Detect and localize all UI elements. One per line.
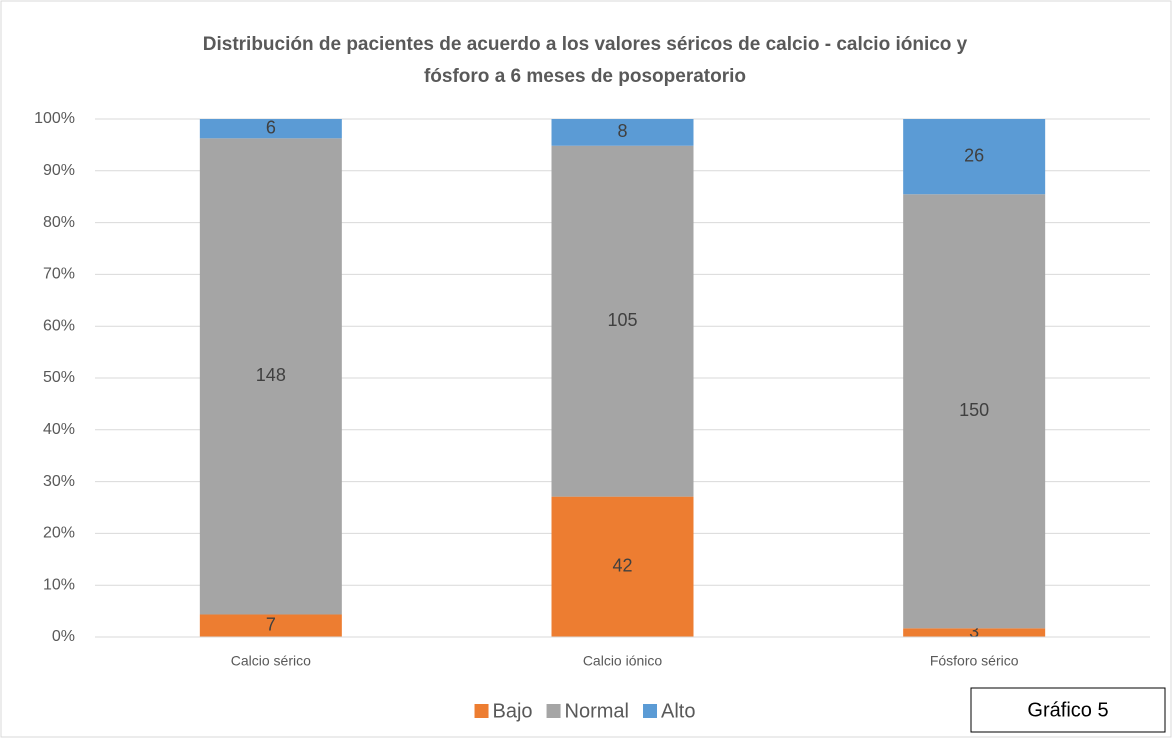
data-label: 148	[256, 365, 286, 385]
legend-label: Alto	[661, 700, 695, 722]
data-label: 6	[266, 117, 276, 137]
y-tick-label: 20%	[43, 525, 75, 542]
y-tick-label: 30%	[43, 473, 75, 490]
chart-title: Distribución de pacientes de acuerdo a l…	[203, 34, 968, 55]
y-tick-label: 60%	[43, 317, 75, 334]
data-label: 150	[959, 400, 989, 420]
data-label: 105	[607, 310, 637, 330]
note: Gráfico 5	[1027, 699, 1108, 721]
y-tick-label: 40%	[43, 421, 75, 438]
legend-swatch	[474, 704, 489, 718]
bar-segment	[551, 145, 694, 497]
data-label: 3	[969, 621, 979, 641]
bar-segment	[903, 194, 1046, 629]
y-tick-label: 100%	[34, 110, 75, 127]
legend-swatch	[643, 704, 658, 718]
legend-label: Bajo	[493, 700, 533, 722]
bar-segment	[199, 138, 342, 615]
note-box	[970, 687, 1166, 733]
x-tick-label: Fósforo sérico	[930, 653, 1019, 669]
bar-segment	[903, 119, 1046, 195]
legend-swatch	[546, 704, 561, 718]
bar-segment	[199, 119, 342, 139]
bar-segment	[903, 628, 1046, 637]
chart-title: fósforo a 6 meses de posoperatorio	[424, 66, 746, 87]
x-tick-label: Calcio iónico	[583, 653, 663, 669]
x-tick-label: Calcio sérico	[231, 653, 311, 669]
data-label: 8	[617, 121, 627, 141]
y-tick-label: 80%	[43, 214, 75, 231]
legend-label: Normal	[565, 700, 629, 722]
y-tick-label: 90%	[43, 162, 75, 179]
y-tick-label: 0%	[52, 628, 75, 645]
bar-segment	[199, 614, 342, 637]
data-label: 42	[612, 556, 632, 576]
y-tick-label: 50%	[43, 369, 75, 386]
y-tick-label: 10%	[43, 576, 75, 593]
y-tick-label: 70%	[43, 266, 75, 283]
data-label: 7	[266, 614, 276, 634]
bar-segment	[551, 496, 694, 637]
bar-segment	[551, 119, 694, 146]
data-label: 26	[964, 145, 984, 165]
